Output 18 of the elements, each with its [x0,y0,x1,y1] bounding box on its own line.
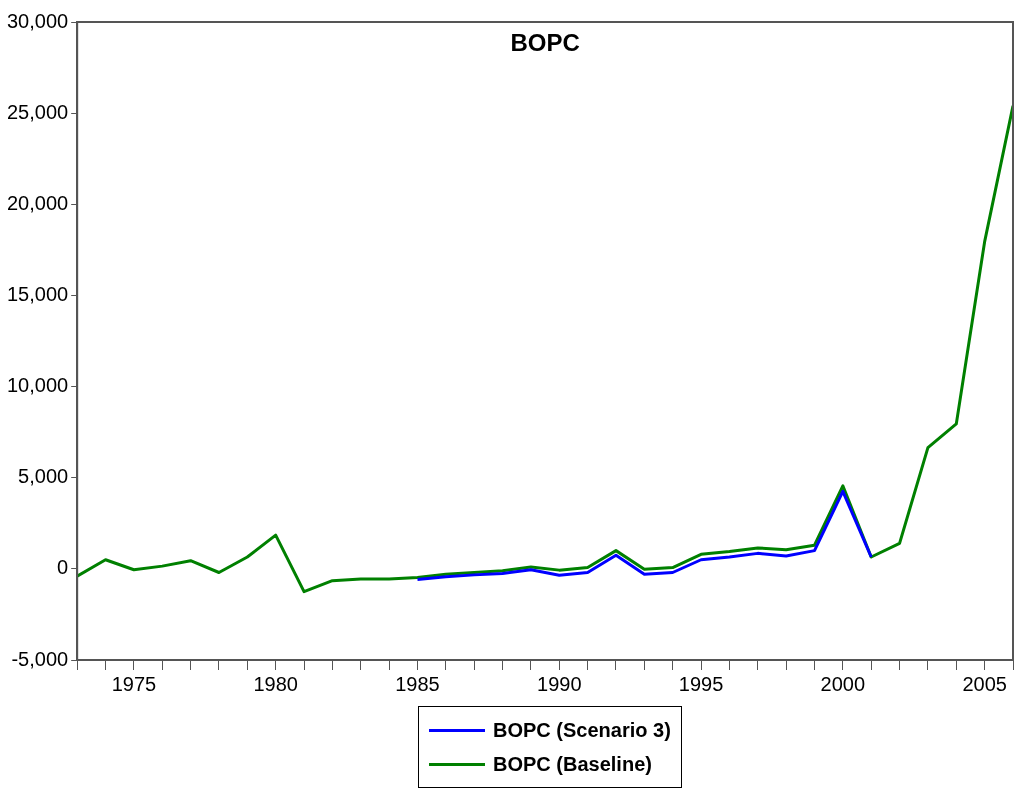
y-tick-label: -5,000 [11,647,69,670]
y-tick-label: 0 [57,556,69,579]
y-tick-label: 10,000 [7,374,69,397]
x-tick-label: 2005 [962,672,1007,695]
y-tick-label: 5,000 [18,465,69,488]
x-tick-label: 1980 [253,672,298,695]
y-tick-label: 25,000 [7,100,69,123]
legend-label: BOPC (Baseline) [493,752,652,776]
x-tick-label: 1975 [111,672,157,695]
x-tick-label: 1990 [537,672,582,695]
x-tick-label: 1985 [395,672,440,695]
y-tick-label: 15,000 [7,282,69,305]
chart-title: BOPC [510,28,580,56]
x-tick-label: 1995 [678,672,724,695]
legend-label: BOPC (Scenario 3) [493,718,671,742]
x-tick-label: 2000 [820,672,866,695]
y-tick-label: 20,000 [7,191,69,214]
y-tick-label: 30,000 [7,9,69,32]
